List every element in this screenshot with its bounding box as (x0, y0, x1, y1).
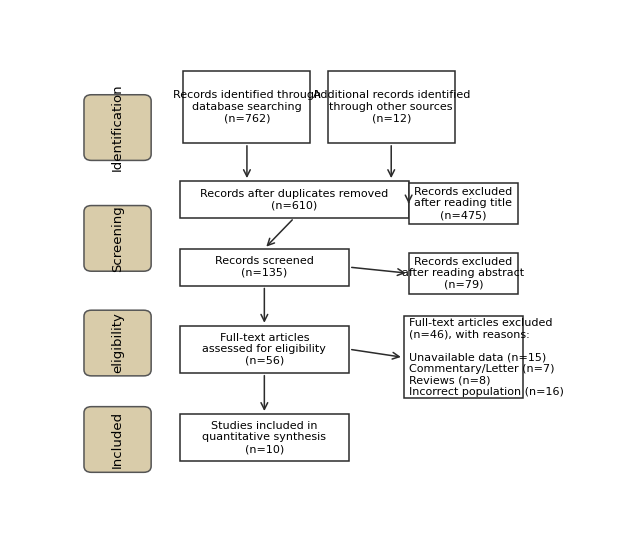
Text: Records excluded
after reading abstract
(n=79): Records excluded after reading abstract … (403, 257, 525, 290)
Text: Screening: Screening (111, 205, 124, 272)
FancyBboxPatch shape (328, 71, 455, 143)
Text: Studies included in
quantitative synthesis
(n=10): Studies included in quantitative synthes… (202, 421, 326, 454)
FancyBboxPatch shape (84, 206, 151, 271)
FancyBboxPatch shape (409, 183, 518, 224)
Text: Records identified through
database searching
(n=762): Records identified through database sear… (173, 91, 321, 124)
FancyBboxPatch shape (180, 414, 349, 461)
Text: Records after duplicates removed
(n=610): Records after duplicates removed (n=610) (200, 189, 388, 210)
FancyBboxPatch shape (180, 326, 349, 373)
Text: Identification: Identification (111, 84, 124, 172)
Text: Full-text articles
assessed for eligibility
(n=56): Full-text articles assessed for eligibil… (202, 333, 326, 366)
FancyBboxPatch shape (184, 71, 310, 143)
FancyBboxPatch shape (409, 253, 518, 294)
FancyBboxPatch shape (180, 248, 349, 286)
Text: Records screened
(n=135): Records screened (n=135) (215, 256, 314, 278)
Text: Full-text articles excluded
(n=46), with reasons:

Unavailable data (n=15)
Comme: Full-text articles excluded (n=46), with… (409, 318, 564, 397)
FancyBboxPatch shape (84, 407, 151, 472)
FancyBboxPatch shape (84, 95, 151, 160)
FancyBboxPatch shape (180, 181, 409, 218)
Text: Additional records identified
through other sources
(n=12): Additional records identified through ot… (313, 91, 470, 124)
FancyBboxPatch shape (84, 310, 151, 376)
Text: Records excluded
after reading title
(n=475): Records excluded after reading title (n=… (414, 187, 512, 220)
Text: eligibility: eligibility (111, 312, 124, 374)
FancyBboxPatch shape (404, 317, 523, 399)
Text: Included: Included (111, 411, 124, 468)
